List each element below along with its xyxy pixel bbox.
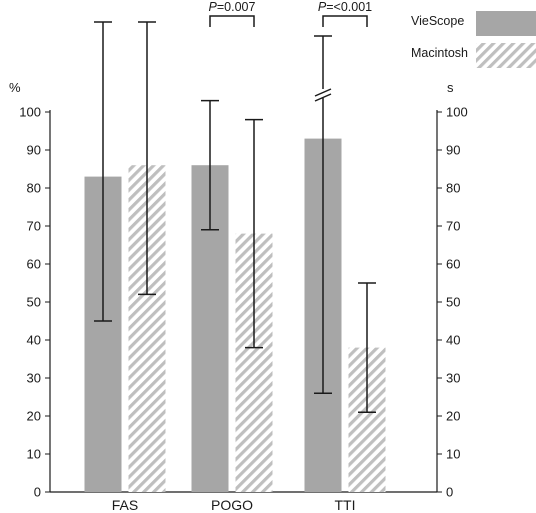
left-axis-unit: % [9, 80, 21, 95]
right-tick-label: 100 [446, 105, 468, 120]
legend-label-viescope: VieScope [411, 14, 464, 28]
bars [84, 138, 386, 492]
left-tick-label: 80 [27, 181, 41, 196]
p-value-label: P=<0.001 [318, 0, 372, 14]
right-tick-label: 10 [446, 447, 460, 462]
left-tick-label: 60 [27, 257, 41, 272]
legend-swatch-macintosh [476, 43, 536, 68]
right-tick-label: 80 [446, 181, 460, 196]
left-tick-label: 90 [27, 143, 41, 158]
axes: 0 10 20 30 40 50 60 70 80 90 100 0 10 20 30 40 50 60 70 80 9… [9, 80, 468, 500]
right-tick-label: 40 [446, 333, 460, 348]
category-label-fas: FAS [112, 497, 138, 513]
legend: VieScope Macintosh [411, 11, 536, 68]
right-tick-label: 30 [446, 371, 460, 386]
left-tick-label: 20 [27, 409, 41, 424]
error-bars [94, 21, 376, 413]
category-label-pogo: POGO [211, 497, 253, 513]
right-tick-label: 60 [446, 257, 460, 272]
left-tick-label: 100 [19, 105, 41, 120]
left-tick-label: 0 [34, 485, 41, 500]
right-tick-label: 90 [446, 143, 460, 158]
legend-label-macintosh: Macintosh [411, 46, 468, 60]
right-tick-label: 20 [446, 409, 460, 424]
category-labels: FAS POGO TTI [112, 497, 356, 513]
axis-break-mark [314, 93, 332, 102]
left-tick-label: 10 [27, 447, 41, 462]
category-label-tti: TTI [335, 497, 356, 513]
significance-bracket [209, 15, 255, 27]
annotations: P=0.007 P=<0.001 [209, 0, 372, 27]
legend-swatch-viescope [476, 11, 536, 36]
left-tick-label: 30 [27, 371, 41, 386]
right-tick-label: 70 [446, 219, 460, 234]
left-tick-label: 50 [27, 295, 41, 310]
right-axis-unit: s [447, 80, 454, 95]
left-tick-label: 70 [27, 219, 41, 234]
right-tick-label: 50 [446, 295, 460, 310]
significance-bracket [322, 15, 368, 27]
right-tick-label: 0 [446, 485, 453, 500]
axis-break-mark [314, 88, 332, 97]
left-tick-label: 40 [27, 333, 41, 348]
axis-break-gap [317, 89, 329, 98]
p-value-label: P=0.007 [209, 0, 256, 14]
